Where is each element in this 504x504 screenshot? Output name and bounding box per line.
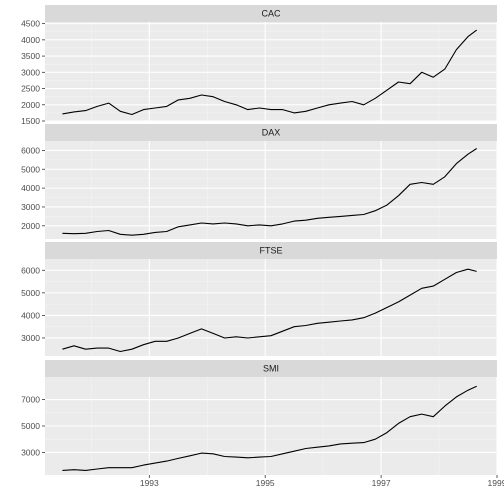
strip-label-ftse: FTSE [259,246,282,256]
y-tick-label-cac: 1500 [21,116,40,126]
y-tick-label-ftse: 4000 [21,310,40,320]
y-tick-label-cac: 4000 [21,35,40,45]
y-tick-label-dax: 4000 [21,183,40,193]
strip-dax [45,124,497,141]
y-tick-label-ftse: 3000 [21,333,40,343]
x-tick-label: 1999 [488,478,504,488]
strip-label-cac: CAC [261,9,281,19]
series-line-ftse [62,268,477,353]
panel-background-ftse [45,259,497,356]
strip-smi [45,360,497,377]
series-line-smi [62,385,477,471]
y-tick-label-ftse: 5000 [21,288,40,298]
strip-label-dax: DAX [262,128,281,138]
y-tick-label-cac: 4500 [21,19,40,29]
y-tick-label-dax: 5000 [21,164,40,174]
x-tick-label: 1993 [140,478,159,488]
y-tick-label-ftse: 6000 [21,265,40,275]
y-tick-label-cac: 3500 [21,51,40,61]
series-line-dax [62,148,478,236]
panel-ftse: FTSE 3000 4000 5000 6000 [21,242,498,356]
y-tick-label-cac: 2000 [21,100,40,110]
strip-label-smi: SMI [263,364,279,374]
panel-smi: SMI 3000 5000 7000 [21,360,498,475]
y-tick-label-smi: 5000 [21,421,40,431]
y-tick-label-smi: 7000 [21,395,40,405]
y-tick-label-smi: 3000 [21,447,40,457]
panel-dax: DAX 2000 3000 4000 5000 6000 [21,124,498,239]
series-line-cac [62,29,478,116]
panel-background-dax [45,141,497,239]
panel-cac: CAC 1500 2000 2500 3000 3500 4000 4500 [21,5,498,126]
y-tick-label-cac: 3000 [21,67,40,77]
y-tick-label-dax: 2000 [21,221,40,231]
y-tick-label-cac: 2500 [21,84,40,94]
strip-cac [45,5,497,22]
y-tick-label-dax: 3000 [21,202,40,212]
y-tick-label-dax: 6000 [21,145,40,155]
x-tick-label: 1997 [372,478,391,488]
strip-ftse [45,242,497,259]
x-tick-label: 1995 [256,478,275,488]
